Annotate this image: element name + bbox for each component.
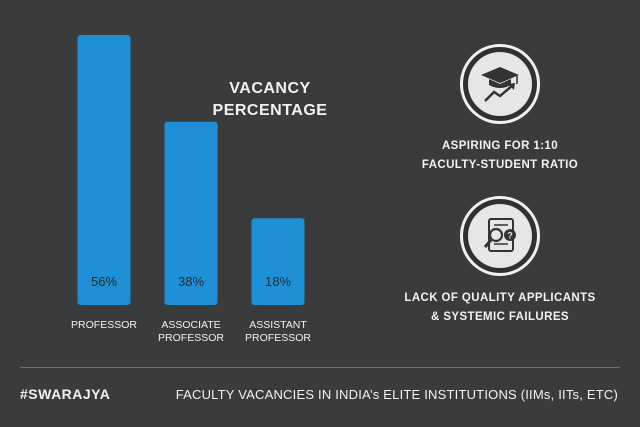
info-item-quality-applicants-line1: LACK OF QUALITY APPLICANTS [404, 292, 596, 304]
bar-value-label-1: 38% [178, 274, 204, 289]
chart-title: VACANCY PERCENTAGE [200, 78, 340, 122]
chart-title-line2: PERCENTAGE [212, 102, 328, 119]
info-item-faculty-ratio-line1: ASPIRING FOR 1:10 [441, 140, 559, 152]
footer-caption: FACULTY VACANCIES IN INDIA’s ELITE INSTI… [175, 387, 618, 402]
category-label-2-line0: ASSISTANT [249, 319, 307, 331]
bar-2 [251, 218, 305, 305]
category-label-1-line1: PROFESSOR [158, 332, 224, 344]
document-search-icon: ? [460, 196, 540, 276]
graduation-growth-icon [460, 44, 540, 124]
svg-text:?: ? [507, 231, 513, 241]
hashtag-label: #SWARAJYA [20, 386, 111, 402]
category-label-1-line0: ASSOCIATE [161, 319, 220, 331]
category-label-2-line1: PROFESSOR [245, 332, 311, 344]
bar-value-label-2: 18% [265, 274, 291, 289]
chart-title-line1: VACANCY [229, 80, 311, 97]
info-item-quality-applicants-line2: & SYSTEMIC FAILURES [431, 311, 569, 323]
bar-value-label-0: 56% [91, 274, 117, 289]
info-item-quality-applicants: ? LACK OF QUALITY APPLICANTS & SYSTEMIC … [385, 196, 615, 327]
info-item-faculty-ratio: ASPIRING FOR 1:10 FACULTY-STUDENT RATIO [385, 44, 615, 175]
bar-0 [77, 35, 131, 305]
footer-divider [20, 367, 620, 368]
bar-1 [164, 121, 218, 306]
info-item-faculty-ratio-line2: FACULTY-STUDENT RATIO [421, 159, 579, 171]
category-label-0-line0: PROFESSOR [71, 319, 137, 331]
vacancy-bar-chart: 56%PROFESSOR38%ASSOCIATEPROFESSOR18%ASSI… [71, 35, 311, 344]
